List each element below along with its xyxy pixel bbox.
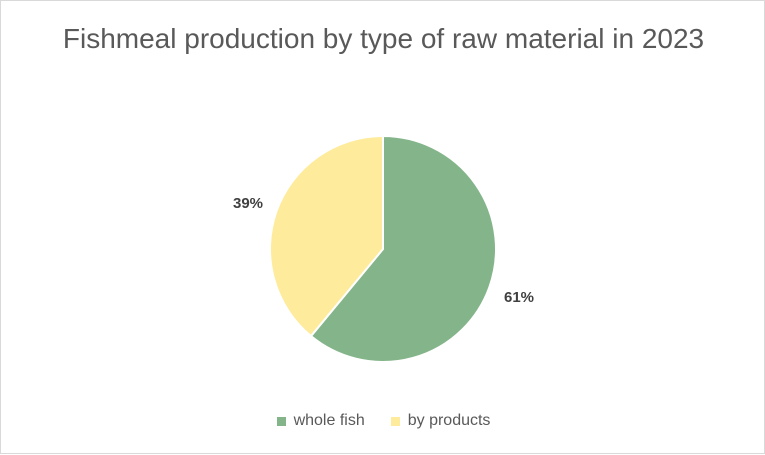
legend-item-by-products: by products bbox=[390, 412, 491, 430]
data-label-whole-fish: 61% bbox=[504, 289, 534, 306]
pie-slice-by-products bbox=[269, 134, 384, 338]
legend-item-whole-fish: whole fish bbox=[276, 412, 365, 430]
legend-swatch-by-products bbox=[390, 416, 400, 426]
legend-swatch-whole-fish bbox=[276, 416, 286, 426]
pie-slice-whole-fish bbox=[309, 134, 497, 363]
chart-title: Fishmeal production by type of raw mater… bbox=[62, 23, 705, 54]
data-label-by-products: 39% bbox=[233, 195, 263, 212]
legend-label-by-products: by products bbox=[407, 412, 491, 429]
legend-label-whole-fish: whole fish bbox=[293, 412, 365, 429]
legend: whole fish by products bbox=[1, 412, 765, 430]
